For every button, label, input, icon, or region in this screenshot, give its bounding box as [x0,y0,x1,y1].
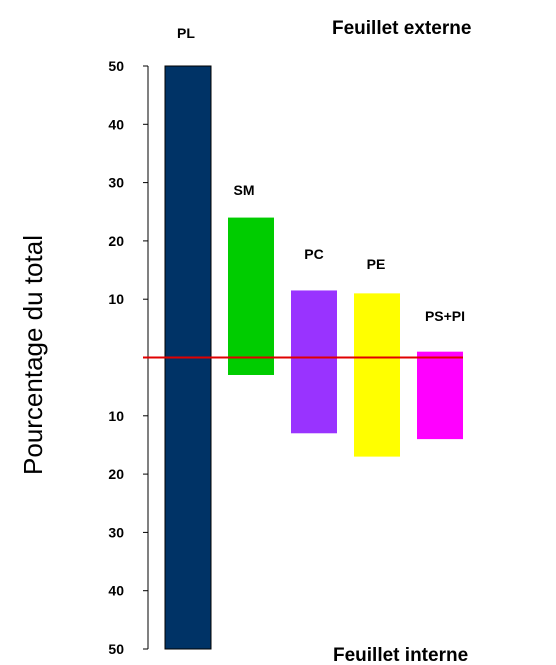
y-tick-label: 40 [108,116,124,132]
category-label-sm: SM [234,182,255,198]
y-tick-label: 30 [108,175,124,191]
category-label-pc: PC [304,246,323,262]
y-tick-label: 20 [108,466,124,482]
y-tick-label: 50 [108,641,124,657]
y-tick-label: 10 [108,408,124,424]
bar-ps-pi [417,351,463,440]
bar-pc [291,290,337,434]
outer-leaflet-label: Feuillet externe [332,18,471,39]
category-label-ps-pi: PS+PI [425,308,465,324]
category-label-pl: PL [177,25,195,41]
bars [143,65,463,650]
y-tick-label: 50 [108,58,124,74]
y-tick-label: 20 [108,233,124,249]
y-axis: 50 40 30 20 10 10 20 30 40 50 [108,58,149,657]
category-label-pe: PE [367,256,386,272]
bar-pe [354,293,400,457]
y-tick-label: 30 [108,524,124,540]
bar-sm [228,217,274,375]
category-labels: PL SM PC PE PS+PI [177,25,465,324]
inner-leaflet-label: Feuillet interne [333,645,468,665]
y-axis-label: Pourcentage du total [18,235,48,475]
y-tick-label: 40 [108,583,124,599]
y-tick-label: 10 [108,291,124,307]
